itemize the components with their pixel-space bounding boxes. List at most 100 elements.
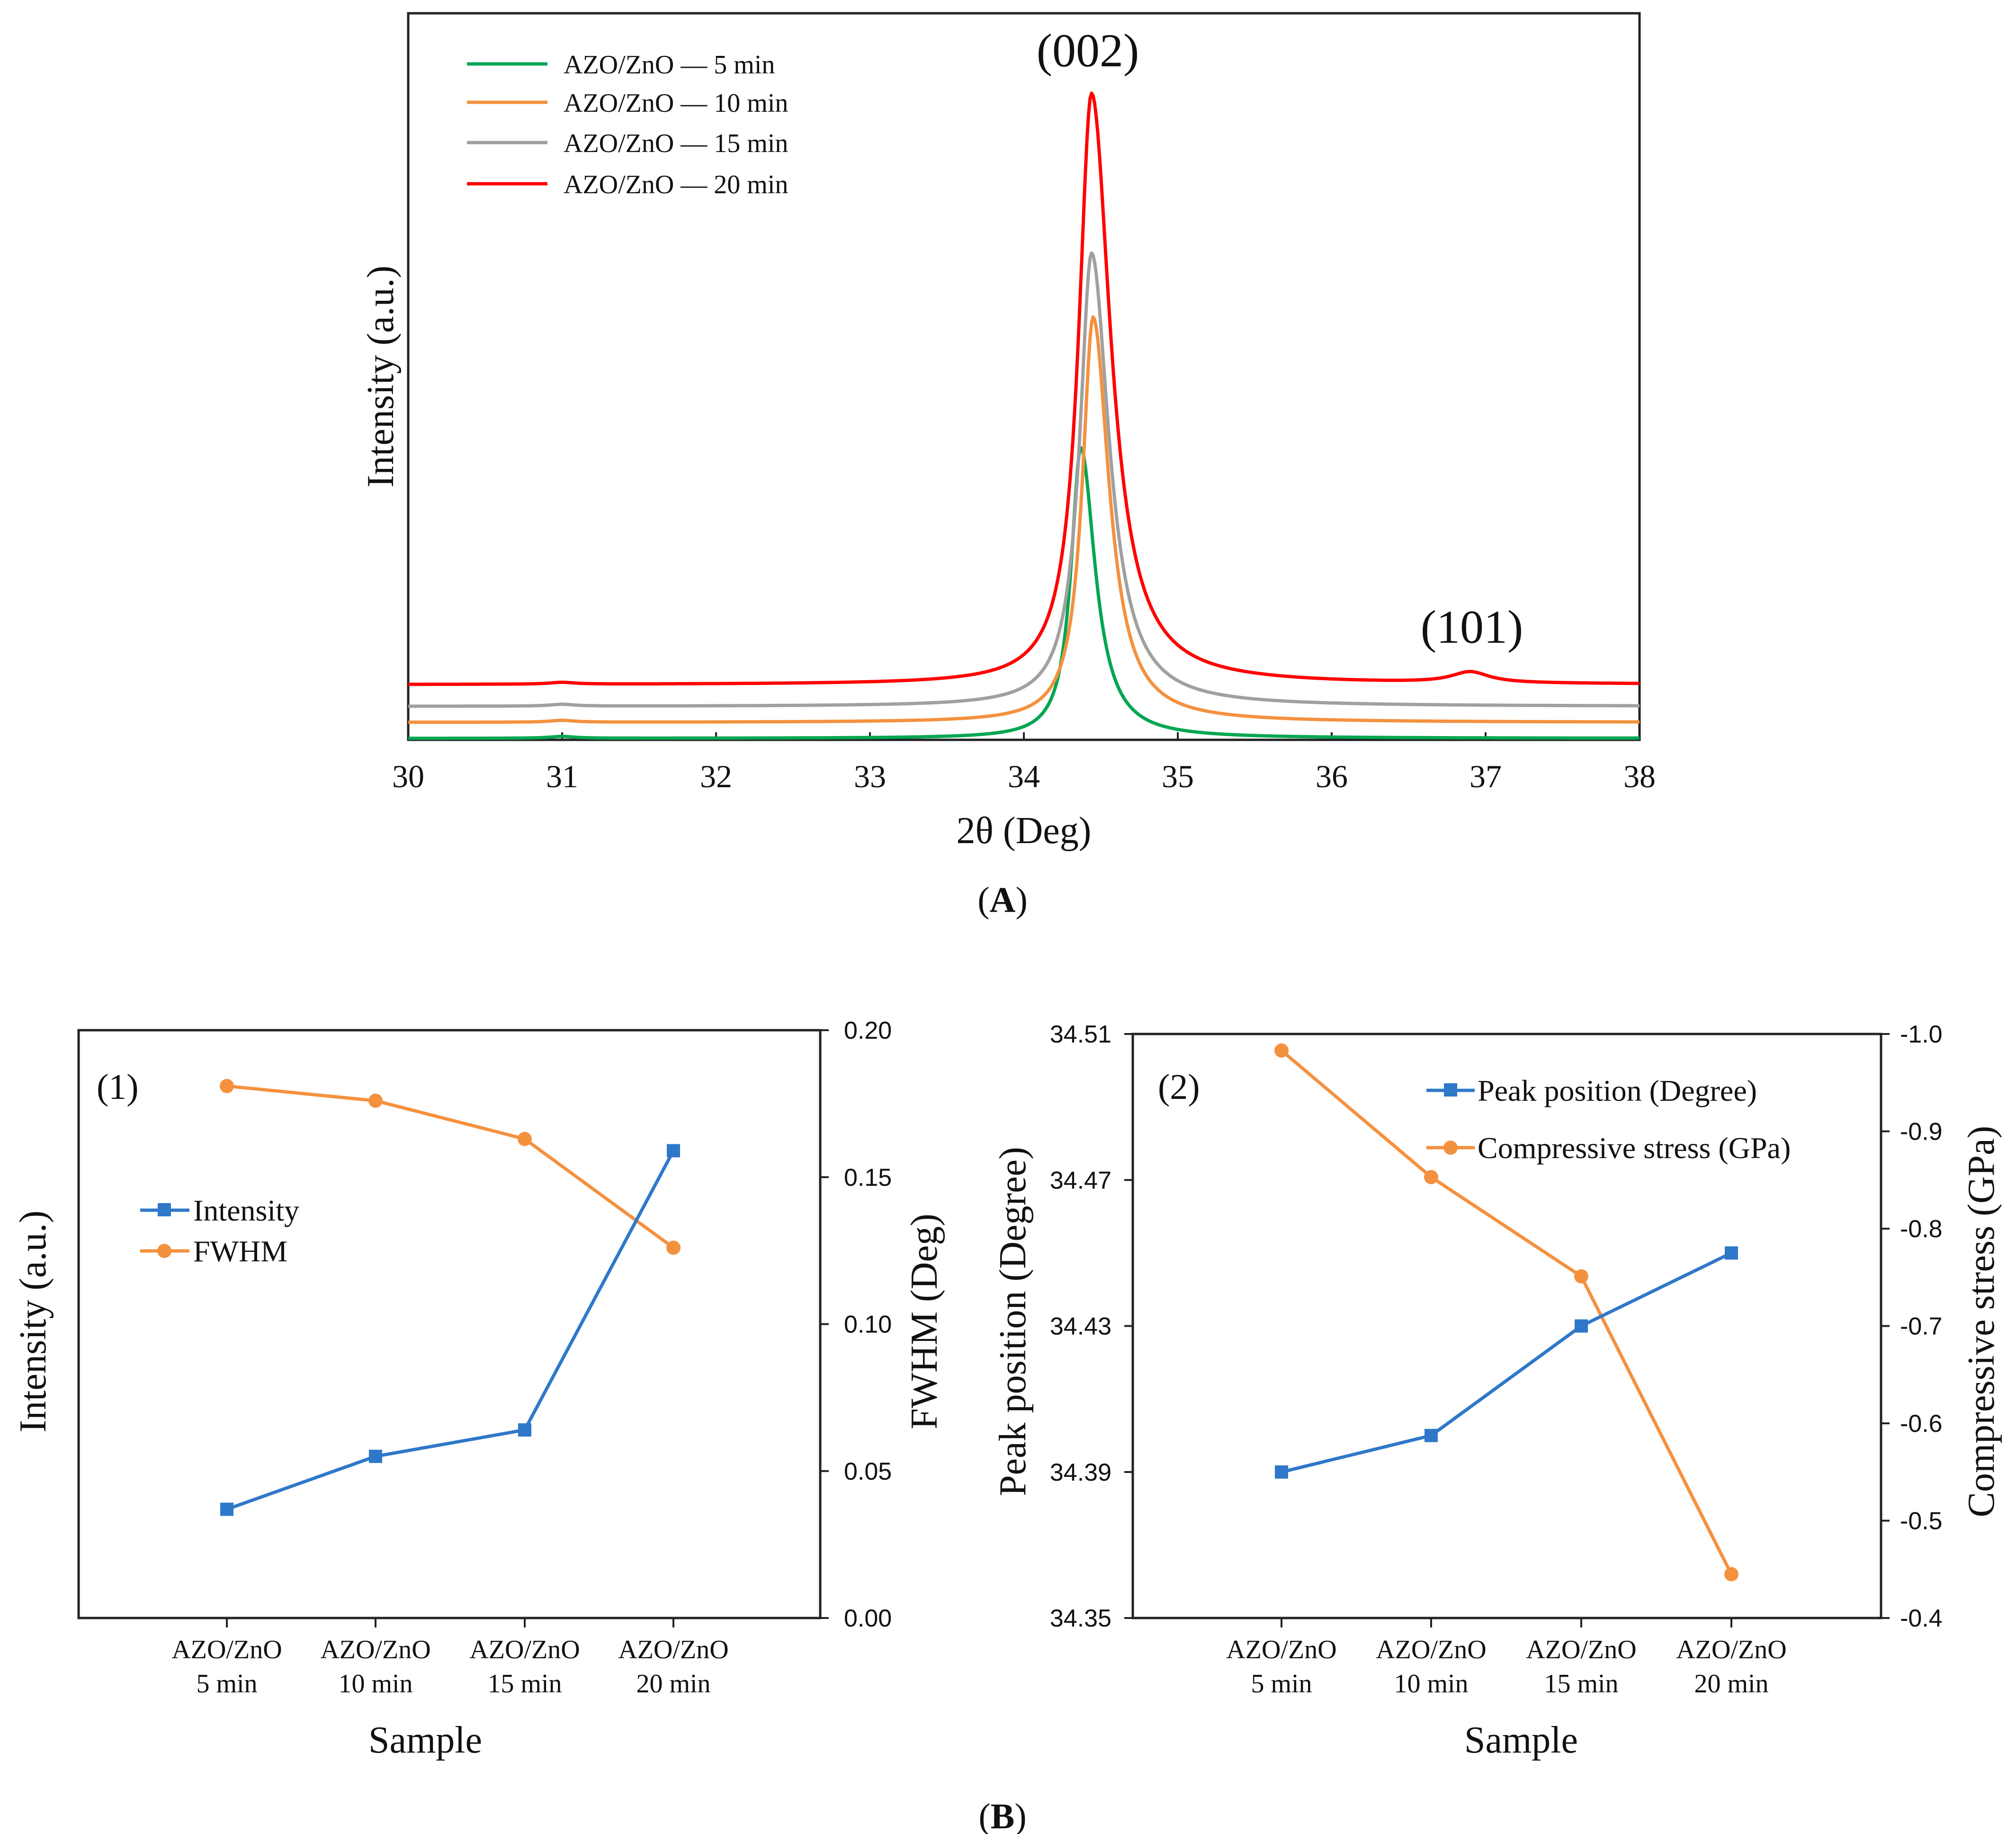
- category-label-line: 10 min: [1394, 1669, 1468, 1699]
- panel-b1-right-axis: 0.00 0.05 0.10 0.15 0.20: [820, 1017, 892, 1632]
- xrd-curve-4: [408, 91, 1640, 686]
- y2-tick-label: 0.15: [844, 1164, 892, 1191]
- x-tick-label: 38: [1623, 758, 1656, 794]
- category-label-line: 15 min: [487, 1669, 562, 1699]
- y2-tick-label: -0.5: [1900, 1508, 1943, 1535]
- panel-a-legend: AZO/ZnO — 5 min AZO/ZnO — 10 min AZO/ZnO…: [467, 50, 788, 199]
- svg-text:Compressive stress (GPa): Compressive stress (GPa): [1478, 1131, 1791, 1165]
- data-point: [1275, 1465, 1288, 1479]
- panel-b2-label: (2): [1158, 1067, 1200, 1107]
- panel-b2-left-axis: 34.35 34.39 34.43 34.47 34.51: [1050, 1021, 1133, 1632]
- category-label-line: 5 min: [196, 1669, 257, 1699]
- category-label-line: 20 min: [1694, 1669, 1768, 1699]
- svg-text:FWHM: FWHM: [193, 1234, 287, 1268]
- y2-tick-label: -0.9: [1900, 1118, 1943, 1146]
- category-label-line: AZO/ZnO: [1376, 1635, 1486, 1664]
- category-label: AZO/ZnO 5 min: [1226, 1635, 1336, 1699]
- y-tick-label: 34.51: [1050, 1021, 1111, 1048]
- category-label: AZO/ZnO 15 min: [1526, 1635, 1636, 1699]
- figure-label-b: (B): [978, 1797, 1026, 1834]
- category-label: AZO/ZnO 10 min: [1376, 1635, 1486, 1699]
- panel-b2-chart: 34.35 34.39 34.43 34.47 34.51 -0.4 -0.5 -0.6 -0…: [992, 1021, 2002, 1761]
- y-tick-label: 34.47: [1050, 1167, 1111, 1194]
- category-label-line: 20 min: [636, 1669, 710, 1699]
- category-label-line: 10 min: [338, 1669, 412, 1699]
- y2-tick-label: -0.6: [1900, 1410, 1943, 1438]
- x-tick-label: 32: [700, 758, 732, 794]
- panel-b1-label: (1): [97, 1067, 139, 1107]
- legend-item-10min: AZO/ZnO — 10 min: [467, 89, 788, 118]
- panel-a-x-axis-title: 2θ (Deg): [957, 810, 1092, 852]
- legend-item-intensity: Intensity: [140, 1194, 299, 1227]
- svg-text:AZO/ZnO — 5 min: AZO/ZnO — 5 min: [564, 50, 775, 80]
- data-point: [1575, 1319, 1588, 1333]
- panel-b1-legend: Intensity FWHM: [140, 1194, 299, 1268]
- xrd-curve-1: [408, 446, 1640, 740]
- legend-item-compressive-stress: Compressive stress (GPa): [1426, 1131, 1791, 1165]
- panel-b2-series: [1274, 1043, 1738, 1582]
- y-tick-label: 34.35: [1050, 1605, 1111, 1632]
- x-tick-label: 35: [1162, 758, 1194, 794]
- category-label-line: AZO/ZnO: [1526, 1635, 1636, 1664]
- x-tick-label: 37: [1469, 758, 1502, 794]
- x-tick-label: 36: [1316, 758, 1348, 794]
- category-label: AZO/ZnO 20 min: [618, 1635, 728, 1699]
- peak-label-101: (101): [1421, 601, 1523, 653]
- series-line: [1281, 1251, 1732, 1474]
- category-label-line: 5 min: [1251, 1669, 1312, 1699]
- data-point: [220, 1502, 233, 1516]
- data-point: [220, 1079, 234, 1093]
- data-point: [667, 1144, 680, 1158]
- panel-b2-y-axis-title: Peak position (Degree): [992, 1147, 1034, 1496]
- data-point: [666, 1241, 681, 1255]
- data-point: [518, 1132, 532, 1146]
- panel-b1-series: [220, 1079, 681, 1516]
- category-label: AZO/ZnO 15 min: [469, 1635, 580, 1699]
- y-tick-label: 34.43: [1050, 1313, 1111, 1340]
- x-tick-label: 34: [1008, 758, 1040, 794]
- data-point: [1274, 1043, 1289, 1058]
- panel-a-xrd-chart: 30 31 32 33 34 35 36 37 38 (002) (101) Intensity…: [360, 12, 1656, 920]
- x-tick-label: 30: [392, 758, 424, 794]
- x-tick-label: 31: [546, 758, 578, 794]
- category-label-line: AZO/ZnO: [1226, 1635, 1336, 1664]
- y2-tick-label: -0.4: [1900, 1605, 1943, 1632]
- y2-tick-label: 0.05: [844, 1458, 892, 1485]
- xrd-curve-2: [408, 315, 1640, 724]
- category-label: AZO/ZnO 20 min: [1676, 1635, 1786, 1699]
- panel-b2-right-axis: -0.4 -0.5 -0.6 -0.7 -0.8 -0.9 -1.0: [1881, 1021, 1943, 1632]
- category-label-line: AZO/ZnO: [469, 1635, 580, 1664]
- svg-text:AZO/ZnO — 20 min: AZO/ZnO — 20 min: [564, 170, 788, 199]
- category-label-line: AZO/ZnO: [320, 1635, 430, 1664]
- category-label-line: AZO/ZnO: [1676, 1635, 1786, 1664]
- data-point: [1424, 1170, 1438, 1185]
- panel-b2-legend: Peak position (Degree) Compressive stres…: [1426, 1074, 1791, 1165]
- data-point: [368, 1093, 383, 1108]
- data-point: [518, 1423, 531, 1437]
- series-line: [1280, 1049, 1733, 1575]
- y-tick-label: 34.39: [1050, 1459, 1111, 1486]
- data-point: [1574, 1269, 1588, 1284]
- panel-a-curves: [408, 91, 1640, 740]
- y2-tick-label: 0.10: [844, 1311, 892, 1339]
- y2-tick-label: -0.7: [1900, 1313, 1943, 1340]
- svg-text:AZO/ZnO — 10 min: AZO/ZnO — 10 min: [564, 89, 788, 118]
- y2-tick-label: -1.0: [1900, 1021, 1943, 1048]
- category-label-line: AZO/ZnO: [618, 1635, 728, 1664]
- data-point: [369, 1449, 382, 1463]
- series-line: [226, 1084, 675, 1250]
- category-label-line: AZO/ZnO: [171, 1635, 282, 1664]
- legend-item-5min: AZO/ZnO — 5 min: [467, 50, 775, 80]
- category-label: AZO/ZnO 5 min: [171, 1635, 282, 1699]
- panel-b2-y2-axis-title: Compressive stress (GPa): [1961, 1126, 2002, 1518]
- category-label: AZO/ZnO 10 min: [320, 1635, 430, 1699]
- panel-b1-x-axis-title: Sample: [368, 1719, 482, 1761]
- legend-item-peak-position: Peak position (Degree): [1426, 1074, 1757, 1107]
- panel-b1-y-axis-title: Intensity (a.u.): [12, 1211, 54, 1433]
- figure-label-a: (A): [977, 880, 1028, 920]
- panel-a-x-ticks: 30 31 32 33 34 35 36 37 38: [392, 732, 1656, 794]
- panel-b2-x-axis-title: Sample: [1464, 1719, 1578, 1761]
